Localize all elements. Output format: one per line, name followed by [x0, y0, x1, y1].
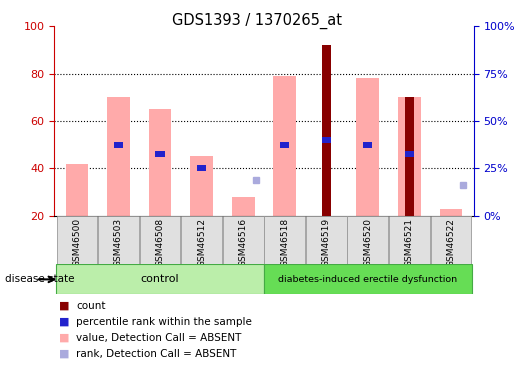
- Text: ■: ■: [59, 349, 70, 359]
- Text: diabetes-induced erectile dysfunction: diabetes-induced erectile dysfunction: [278, 275, 457, 284]
- Text: GDS1393 / 1370265_at: GDS1393 / 1370265_at: [173, 13, 342, 29]
- Text: GSM46512: GSM46512: [197, 218, 206, 267]
- Text: ■: ■: [59, 301, 70, 310]
- Bar: [98, 216, 139, 264]
- Text: GSM46516: GSM46516: [238, 218, 248, 267]
- Bar: [398, 97, 421, 216]
- Text: control: control: [141, 274, 179, 284]
- Text: count: count: [76, 301, 106, 310]
- Text: GSM46500: GSM46500: [73, 218, 81, 267]
- Text: GSM46521: GSM46521: [405, 218, 414, 267]
- Bar: [389, 216, 430, 264]
- Text: GSM46518: GSM46518: [280, 218, 289, 267]
- Bar: [65, 164, 89, 216]
- Bar: [363, 142, 372, 148]
- Text: ■: ■: [59, 333, 70, 343]
- Bar: [181, 216, 222, 264]
- Bar: [405, 151, 414, 157]
- Bar: [405, 97, 414, 216]
- Bar: [439, 209, 462, 216]
- Bar: [190, 156, 213, 216]
- Text: value, Detection Call = ABSENT: value, Detection Call = ABSENT: [76, 333, 242, 343]
- Text: GSM46508: GSM46508: [156, 218, 165, 267]
- Text: GSM46519: GSM46519: [322, 218, 331, 267]
- Bar: [197, 165, 206, 171]
- Bar: [264, 264, 472, 294]
- Bar: [322, 45, 331, 216]
- Bar: [57, 216, 97, 264]
- Text: disease state: disease state: [5, 274, 75, 284]
- Bar: [264, 216, 305, 264]
- Bar: [140, 216, 180, 264]
- Bar: [149, 109, 171, 216]
- Bar: [273, 76, 296, 216]
- Bar: [356, 78, 379, 216]
- Bar: [322, 137, 331, 143]
- Bar: [232, 196, 254, 216]
- Text: ■: ■: [59, 317, 70, 327]
- Bar: [107, 97, 130, 216]
- Bar: [156, 151, 165, 157]
- Bar: [223, 216, 264, 264]
- Text: GSM46522: GSM46522: [447, 218, 455, 267]
- Bar: [306, 216, 347, 264]
- Bar: [56, 264, 264, 294]
- Bar: [280, 142, 289, 148]
- Bar: [431, 216, 471, 264]
- Bar: [348, 216, 388, 264]
- Bar: [114, 142, 123, 148]
- Text: percentile rank within the sample: percentile rank within the sample: [76, 317, 252, 327]
- Text: rank, Detection Call = ABSENT: rank, Detection Call = ABSENT: [76, 349, 236, 359]
- Text: GSM46520: GSM46520: [363, 218, 372, 267]
- Text: GSM46503: GSM46503: [114, 218, 123, 267]
